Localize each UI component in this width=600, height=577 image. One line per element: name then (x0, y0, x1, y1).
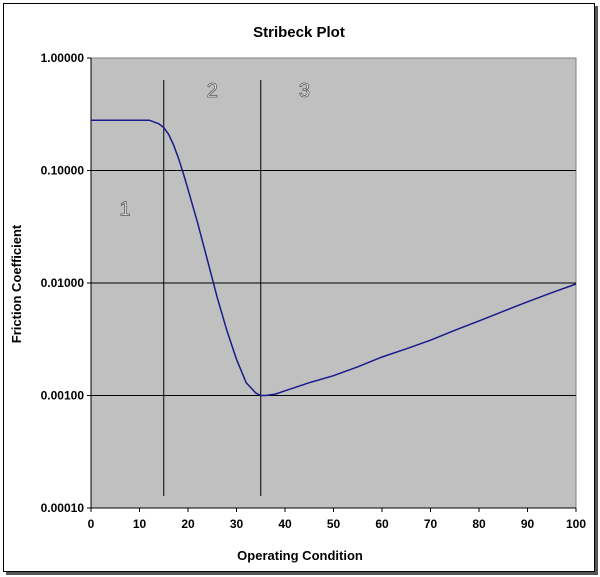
region-label: 3 (299, 80, 310, 102)
stribeck-chart: Stribeck Plot Operating Condition Fricti… (9, 24, 587, 563)
region-label: 2 (207, 80, 218, 102)
x-tick-label: 10 (133, 517, 147, 531)
x-tick-label: 30 (230, 517, 244, 531)
x-tick-label: 0 (88, 517, 95, 531)
x-tick-label: 100 (566, 517, 586, 531)
y-tick-label: 0.01000 (41, 276, 85, 290)
x-tick-label: 20 (181, 517, 195, 531)
friction-curve (91, 119, 577, 397)
x-tick-label: 70 (424, 517, 438, 531)
x-axis-title: Operating Condition (237, 548, 363, 563)
chart-title: Stribeck Plot (253, 24, 345, 41)
y-axis-title: Friction Coefficient (9, 224, 24, 343)
x-tick-label: 60 (375, 517, 389, 531)
region-label: 1 (119, 198, 130, 220)
y-tick-label: 0.00100 (41, 389, 85, 403)
y-tick-label: 0.10000 (41, 164, 85, 178)
chart-frame: Stribeck Plot Operating Condition Fricti… (3, 3, 595, 572)
x-tick-label: 80 (472, 517, 486, 531)
x-tick-label: 40 (278, 517, 292, 531)
x-tick-label: 50 (327, 517, 341, 531)
y-tick-label: 1.00000 (41, 51, 85, 65)
y-tick-label: 0.00010 (41, 501, 85, 515)
x-tick-label: 90 (521, 517, 535, 531)
